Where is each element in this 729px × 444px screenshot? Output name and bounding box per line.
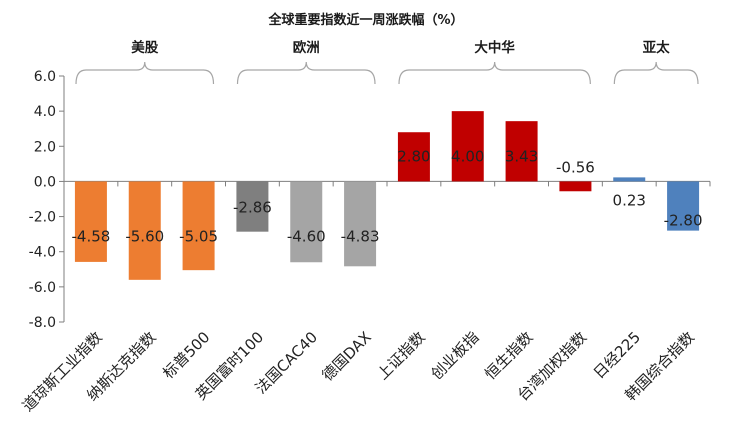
chart-title: 全球重要指数近一周涨跌幅（%） xyxy=(267,12,463,28)
x-tick-label: 恒生指数 xyxy=(481,328,536,383)
y-tick-label: -6.0 xyxy=(29,280,56,296)
group-bracket xyxy=(613,61,699,85)
y-tick-label: 2.0 xyxy=(34,139,56,155)
group-label: 大中华 xyxy=(474,39,515,56)
group-label: 亚太 xyxy=(643,39,670,56)
data-label: -2.80 xyxy=(664,212,703,230)
bar xyxy=(397,132,430,182)
data-label: -4.58 xyxy=(72,227,111,245)
group-label: 欧洲 xyxy=(293,39,320,56)
group-bracket xyxy=(398,61,591,85)
x-tick-label: 创业板指 xyxy=(427,328,482,383)
bar xyxy=(74,181,107,262)
group-bracket xyxy=(236,61,376,85)
data-label: -5.05 xyxy=(179,227,218,245)
bar xyxy=(182,181,215,271)
data-label: 2.80 xyxy=(397,147,430,165)
y-tick-label: 6.0 xyxy=(34,69,56,85)
x-tick-label: 日经225 xyxy=(590,328,644,382)
data-label: -4.83 xyxy=(341,227,380,245)
y-tick-label: -8.0 xyxy=(29,315,56,331)
bar xyxy=(236,181,269,232)
x-tick-label: 上证指数 xyxy=(374,328,429,383)
y-tick-label: 0.0 xyxy=(34,174,56,190)
group-bracket xyxy=(75,61,215,85)
bar xyxy=(344,181,377,267)
data-label: 4.00 xyxy=(451,147,484,165)
y-tick-label: 4.0 xyxy=(34,104,56,120)
group-label: 美股 xyxy=(131,39,158,56)
x-tick-label: 标普500 xyxy=(159,328,213,382)
bar xyxy=(667,181,700,231)
bar xyxy=(505,121,538,182)
data-label: 0.23 xyxy=(613,191,646,209)
bar xyxy=(128,181,161,280)
y-tick-label: -2.0 xyxy=(29,210,56,226)
bar xyxy=(451,111,484,182)
data-label: -0.56 xyxy=(556,158,595,176)
bar xyxy=(559,181,592,192)
data-label: -2.86 xyxy=(233,198,272,216)
x-tick-label: 德国DAX xyxy=(318,328,374,384)
bars: -4.58 -5.60 -5.05 -2.86 -4.60 -4.83 2.80 4.00 3.… xyxy=(72,111,703,280)
data-label: -4.60 xyxy=(287,227,326,245)
y-tick-label: -4.0 xyxy=(29,245,56,261)
y-axis: 6.0 4.0 2.0 0.0 -2.0 -4.0 -6.0 -8.0 xyxy=(29,69,711,331)
data-label: -5.60 xyxy=(125,227,164,245)
bar xyxy=(290,181,323,263)
data-label: 3.43 xyxy=(505,147,538,165)
bar xyxy=(613,177,646,182)
group-brackets: 美股 欧洲 大中华 亚太 xyxy=(75,39,699,85)
